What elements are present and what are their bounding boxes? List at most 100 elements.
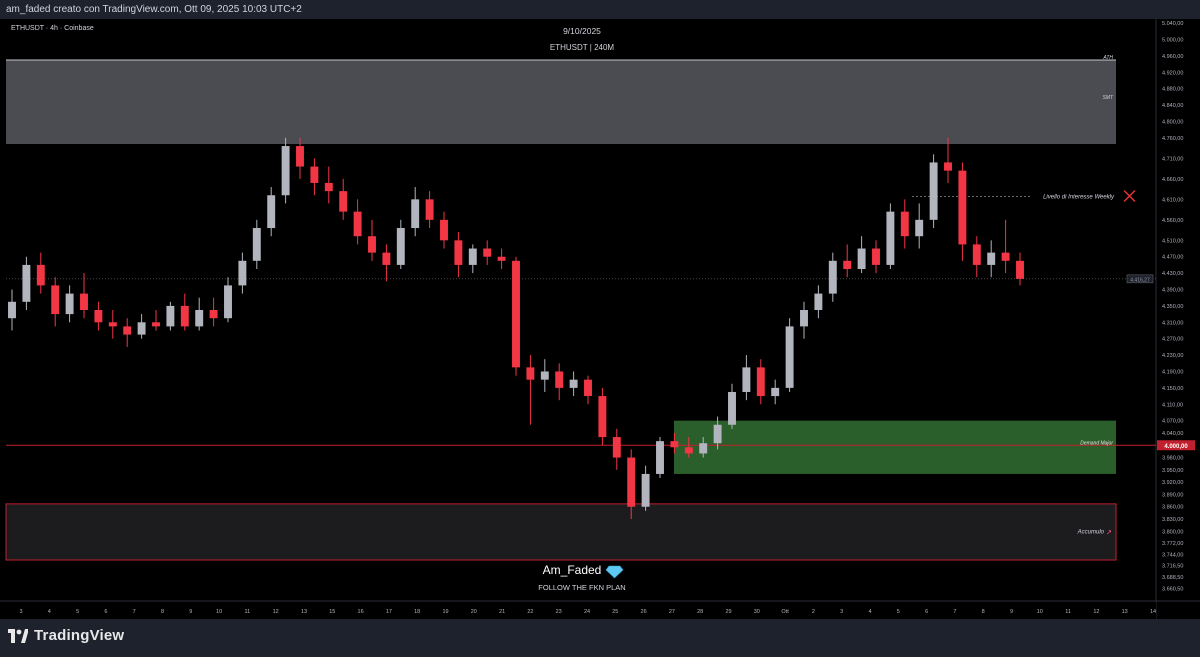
- footer-bar: TradingView: [0, 619, 1200, 657]
- candle[interactable]: [65, 293, 74, 315]
- last-price-tag: [1126, 274, 1154, 284]
- candle[interactable]: [569, 379, 578, 388]
- candle[interactable]: [526, 367, 535, 380]
- price-tick-label: 5.040,00: [1162, 21, 1183, 27]
- candle[interactable]: [224, 285, 232, 319]
- candle[interactable]: [267, 195, 276, 229]
- candlestick-chart[interactable]: ATH SMT Livello di Interesse Weekly Demand …: [0, 19, 1200, 619]
- candle[interactable]: [598, 396, 607, 438]
- time-tick-label: 8: [982, 609, 985, 615]
- candle[interactable]: [166, 305, 175, 327]
- candle[interactable]: [22, 264, 31, 302]
- price-tick-label: 4.350,00: [1162, 304, 1183, 310]
- price-tick-label: 4.840,00: [1162, 103, 1183, 109]
- price-axis[interactable]: [1156, 19, 1200, 619]
- candle[interactable]: [281, 146, 290, 196]
- tradingview-mark-icon: [8, 628, 28, 643]
- candle[interactable]: [8, 301, 16, 319]
- candle[interactable]: [324, 182, 333, 192]
- close-icon-stroke[interactable]: [1123, 189, 1136, 202]
- candle[interactable]: [728, 391, 736, 425]
- candle[interactable]: [656, 441, 664, 474]
- candle[interactable]: [51, 285, 60, 315]
- candle[interactable]: [684, 447, 693, 454]
- candle[interactable]: [828, 260, 837, 294]
- time-axis[interactable]: [0, 602, 1156, 619]
- candle[interactable]: [425, 199, 434, 220]
- candle[interactable]: [108, 322, 117, 327]
- candle[interactable]: [123, 326, 132, 335]
- candle[interactable]: [180, 305, 189, 327]
- candle[interactable]: [94, 310, 103, 323]
- tradingview-logo[interactable]: TradingView: [8, 627, 124, 644]
- candle[interactable]: [886, 211, 895, 265]
- candle[interactable]: [641, 473, 650, 507]
- candle[interactable]: [353, 211, 362, 237]
- chart-frame[interactable]: ATH SMT Livello di Interesse Weekly Demand …: [0, 19, 1200, 619]
- candle[interactable]: [915, 219, 924, 237]
- candle[interactable]: [296, 146, 304, 167]
- candle[interactable]: [1016, 260, 1024, 279]
- candle[interactable]: [209, 310, 218, 319]
- candle[interactable]: [900, 211, 909, 237]
- candle[interactable]: [238, 260, 247, 286]
- candle[interactable]: [958, 170, 967, 245]
- candle[interactable]: [1001, 252, 1010, 261]
- candle[interactable]: [555, 371, 564, 388]
- candle[interactable]: [36, 264, 45, 286]
- price-tick-label: 4.150,00: [1162, 386, 1183, 392]
- candle[interactable]: [944, 162, 952, 171]
- candle[interactable]: [80, 293, 88, 310]
- candle[interactable]: [987, 252, 996, 265]
- price-tick-label: 4.070,00: [1162, 419, 1183, 425]
- candle[interactable]: [699, 443, 708, 454]
- candle[interactable]: [857, 248, 866, 270]
- time-tick-label: 12: [1093, 609, 1099, 615]
- candle[interactable]: [411, 199, 420, 229]
- candle[interactable]: [497, 256, 506, 261]
- candle[interactable]: [483, 248, 492, 257]
- watermark-tagline: FOLLOW THE FKN PLAN: [538, 583, 625, 592]
- candle[interactable]: [800, 310, 808, 327]
- candle[interactable]: [742, 367, 751, 392]
- candle[interactable]: [872, 248, 880, 265]
- price-tick-label: 4.560,00: [1162, 218, 1183, 224]
- candle[interactable]: [771, 387, 780, 397]
- candle[interactable]: [440, 219, 448, 241]
- candle[interactable]: [584, 379, 592, 397]
- candle[interactable]: [382, 252, 391, 265]
- accumulo-label: Accumulo: [1077, 529, 1105, 535]
- candle[interactable]: [612, 437, 621, 458]
- candle[interactable]: [785, 326, 794, 388]
- candle[interactable]: [468, 248, 477, 265]
- candle[interactable]: [195, 310, 204, 327]
- candle[interactable]: [368, 236, 376, 253]
- price-tick-label: 3.920,00: [1162, 480, 1183, 486]
- candle[interactable]: [512, 260, 520, 368]
- candle[interactable]: [339, 191, 348, 212]
- time-tick-label: 11: [245, 609, 251, 615]
- time-tick-label: 21: [499, 609, 505, 615]
- time-tick-label: 18: [414, 609, 420, 615]
- candle[interactable]: [627, 457, 636, 507]
- candle[interactable]: [756, 367, 765, 397]
- candle[interactable]: [713, 424, 722, 444]
- smt-label: SMT: [1102, 95, 1114, 101]
- candle[interactable]: [814, 293, 823, 310]
- candle[interactable]: [540, 371, 549, 380]
- candle[interactable]: [310, 166, 319, 183]
- price-tick-label: 3.688,50: [1162, 575, 1183, 581]
- candle[interactable]: [929, 162, 938, 220]
- candle[interactable]: [396, 228, 405, 265]
- time-tick-label: Ott: [781, 609, 789, 615]
- candle[interactable]: [454, 240, 463, 265]
- price-tick-label: 4.430,00: [1162, 271, 1183, 277]
- candle[interactable]: [252, 228, 261, 261]
- symbol-label[interactable]: ETHUSDT · 4h · Coinbase: [11, 25, 94, 32]
- candle[interactable]: [843, 260, 852, 270]
- candle[interactable]: [972, 244, 981, 265]
- time-tick-label: 16: [358, 609, 364, 615]
- candle[interactable]: [670, 441, 679, 448]
- candle[interactable]: [137, 322, 146, 335]
- candle[interactable]: [152, 322, 160, 327]
